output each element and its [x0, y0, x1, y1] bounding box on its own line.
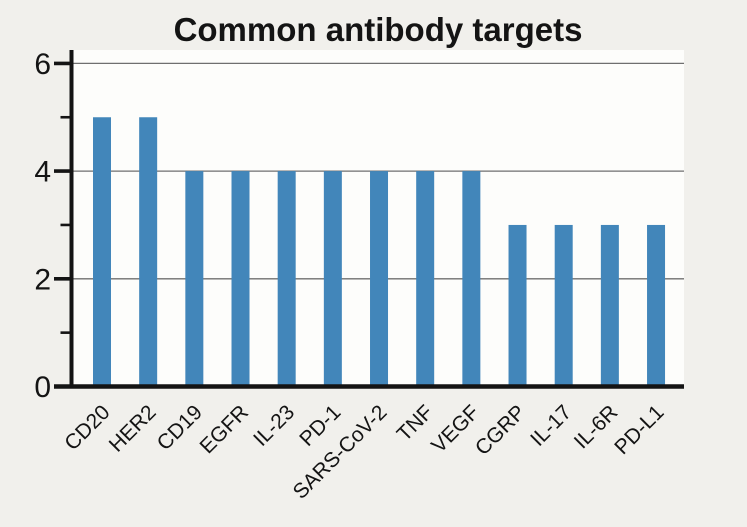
- bar: [600, 224, 619, 387]
- bar: [231, 171, 250, 387]
- bar: [416, 171, 435, 387]
- bars: [93, 117, 666, 387]
- bar: [370, 171, 389, 387]
- bar: [185, 171, 204, 387]
- bar: [323, 171, 342, 387]
- y-tick-label: 0: [34, 371, 51, 404]
- bar: [647, 224, 666, 387]
- bar: [554, 224, 573, 387]
- y-tick-label: 6: [34, 48, 51, 81]
- bar: [508, 224, 527, 387]
- axes: [54, 50, 684, 389]
- bar: [462, 171, 481, 387]
- chart-title: Common antibody targets: [174, 11, 583, 48]
- y-axis-tick-labels: 0 2 4 6: [34, 48, 51, 404]
- y-tick-label: 2: [34, 263, 51, 296]
- bar: [139, 117, 158, 387]
- y-tick-label: 4: [34, 156, 51, 189]
- bar: [277, 171, 296, 387]
- bar: [93, 117, 111, 387]
